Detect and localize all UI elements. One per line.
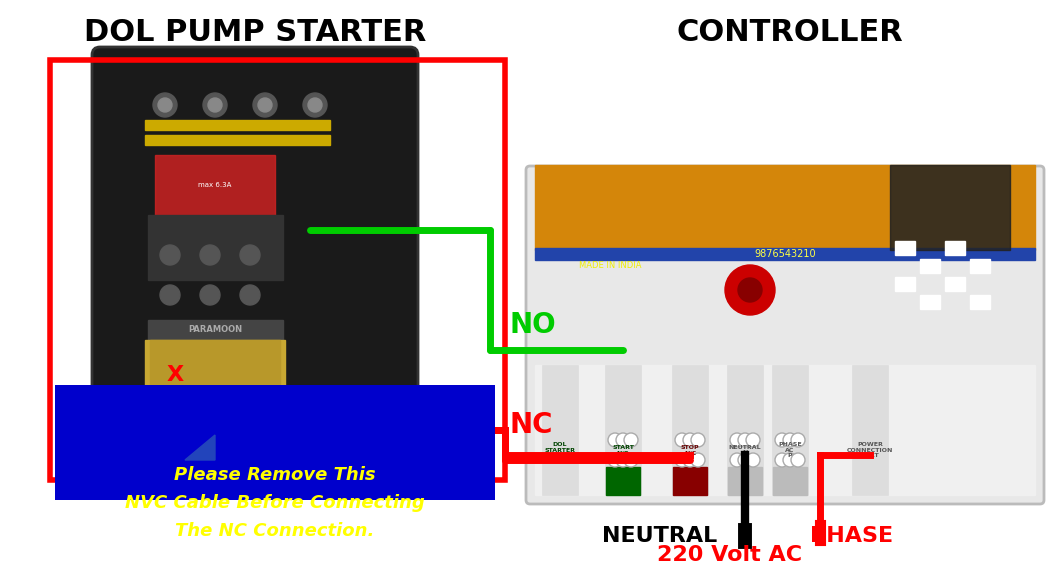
Text: MADE IN INDIA: MADE IN INDIA (579, 260, 642, 270)
Bar (895, 277, 915, 291)
Bar (535, 365, 1035, 495)
Circle shape (783, 453, 797, 467)
Bar (674, 467, 707, 495)
Circle shape (775, 433, 789, 447)
FancyBboxPatch shape (526, 166, 1044, 504)
Text: NVC Cable Before Connecting: NVC Cable Before Connecting (125, 494, 425, 512)
Bar (772, 365, 808, 495)
Circle shape (791, 453, 805, 467)
Circle shape (608, 453, 622, 467)
Text: STOP
N/C: STOP N/C (681, 445, 699, 456)
Circle shape (160, 435, 190, 465)
Bar (852, 365, 889, 495)
Circle shape (692, 433, 705, 447)
Bar (535, 248, 1035, 260)
Text: DOL
STARTER
CONNECTION: DOL STARTER CONNECTION (537, 442, 584, 458)
Circle shape (616, 433, 630, 447)
Text: POWER
CONNECTION
PORT: POWER CONNECTION PORT (847, 442, 893, 458)
Circle shape (746, 433, 760, 447)
Bar (945, 241, 965, 255)
Text: PHASE: PHASE (810, 526, 893, 546)
Polygon shape (185, 435, 215, 460)
Bar (726, 365, 762, 495)
Text: CONTACTOR: CONTACTOR (191, 417, 239, 423)
Bar (605, 365, 641, 495)
Text: PARAMOON: PARAMOON (193, 407, 237, 413)
Bar (920, 295, 940, 309)
Circle shape (616, 453, 630, 467)
Circle shape (783, 433, 797, 447)
FancyBboxPatch shape (92, 47, 418, 453)
Circle shape (730, 453, 744, 467)
Circle shape (738, 453, 752, 467)
Text: Please Remove This: Please Remove This (174, 466, 376, 484)
Bar (145, 120, 330, 130)
Bar (672, 365, 708, 495)
Bar (895, 241, 915, 255)
Circle shape (200, 285, 220, 305)
Text: NEUTRAL
N: NEUTRAL N (729, 445, 761, 456)
Bar (890, 165, 1010, 250)
Circle shape (608, 433, 622, 447)
Text: The NC Connection.: The NC Connection. (176, 522, 375, 540)
Text: max 6.3A: max 6.3A (198, 182, 232, 188)
Circle shape (308, 98, 322, 112)
Bar (970, 259, 990, 273)
Circle shape (208, 98, 222, 112)
Bar (970, 295, 990, 309)
Circle shape (624, 453, 638, 467)
Bar (145, 135, 330, 145)
Text: START
N/O: START N/O (612, 445, 634, 456)
Bar (145, 340, 285, 400)
Bar (728, 467, 762, 495)
Circle shape (683, 453, 697, 467)
Bar (155, 155, 275, 215)
Bar (535, 165, 1035, 250)
Circle shape (746, 453, 760, 467)
Circle shape (200, 245, 220, 265)
Circle shape (240, 245, 261, 265)
Circle shape (738, 278, 762, 302)
Text: NC: NC (510, 411, 554, 439)
Text: DOL PUMP STARTER: DOL PUMP STARTER (84, 18, 426, 47)
Bar (945, 277, 965, 291)
Text: CONTROLLER: CONTROLLER (677, 18, 903, 47)
Text: 9876543210: 9876543210 (754, 249, 815, 259)
Circle shape (738, 433, 752, 447)
Circle shape (675, 433, 689, 447)
Circle shape (725, 265, 775, 315)
Text: NEUTRAL: NEUTRAL (603, 526, 718, 546)
Circle shape (203, 93, 227, 117)
Bar (920, 259, 940, 273)
Text: X: X (166, 365, 183, 385)
Bar (148, 215, 283, 280)
Circle shape (240, 285, 261, 305)
Circle shape (775, 453, 789, 467)
Bar (150, 340, 280, 395)
Circle shape (692, 453, 705, 467)
Bar (606, 467, 640, 495)
Circle shape (160, 245, 180, 265)
Bar (773, 467, 807, 495)
Circle shape (258, 98, 272, 112)
Circle shape (683, 433, 697, 447)
Circle shape (791, 433, 805, 447)
Bar (148, 320, 283, 340)
Circle shape (152, 93, 177, 117)
FancyBboxPatch shape (55, 385, 495, 500)
Text: 220 Volt AC: 220 Volt AC (658, 545, 803, 565)
Circle shape (253, 93, 277, 117)
Text: NO: NO (510, 311, 557, 339)
Circle shape (303, 93, 327, 117)
Circle shape (730, 433, 744, 447)
Text: PHASE
AC
P: PHASE AC P (778, 442, 802, 458)
Bar (148, 398, 283, 420)
Text: PARAMOON: PARAMOON (187, 325, 243, 335)
Circle shape (624, 433, 638, 447)
Circle shape (158, 98, 172, 112)
Bar (542, 365, 578, 495)
Circle shape (160, 285, 180, 305)
Bar (50, 60, 505, 480)
Circle shape (675, 453, 689, 467)
